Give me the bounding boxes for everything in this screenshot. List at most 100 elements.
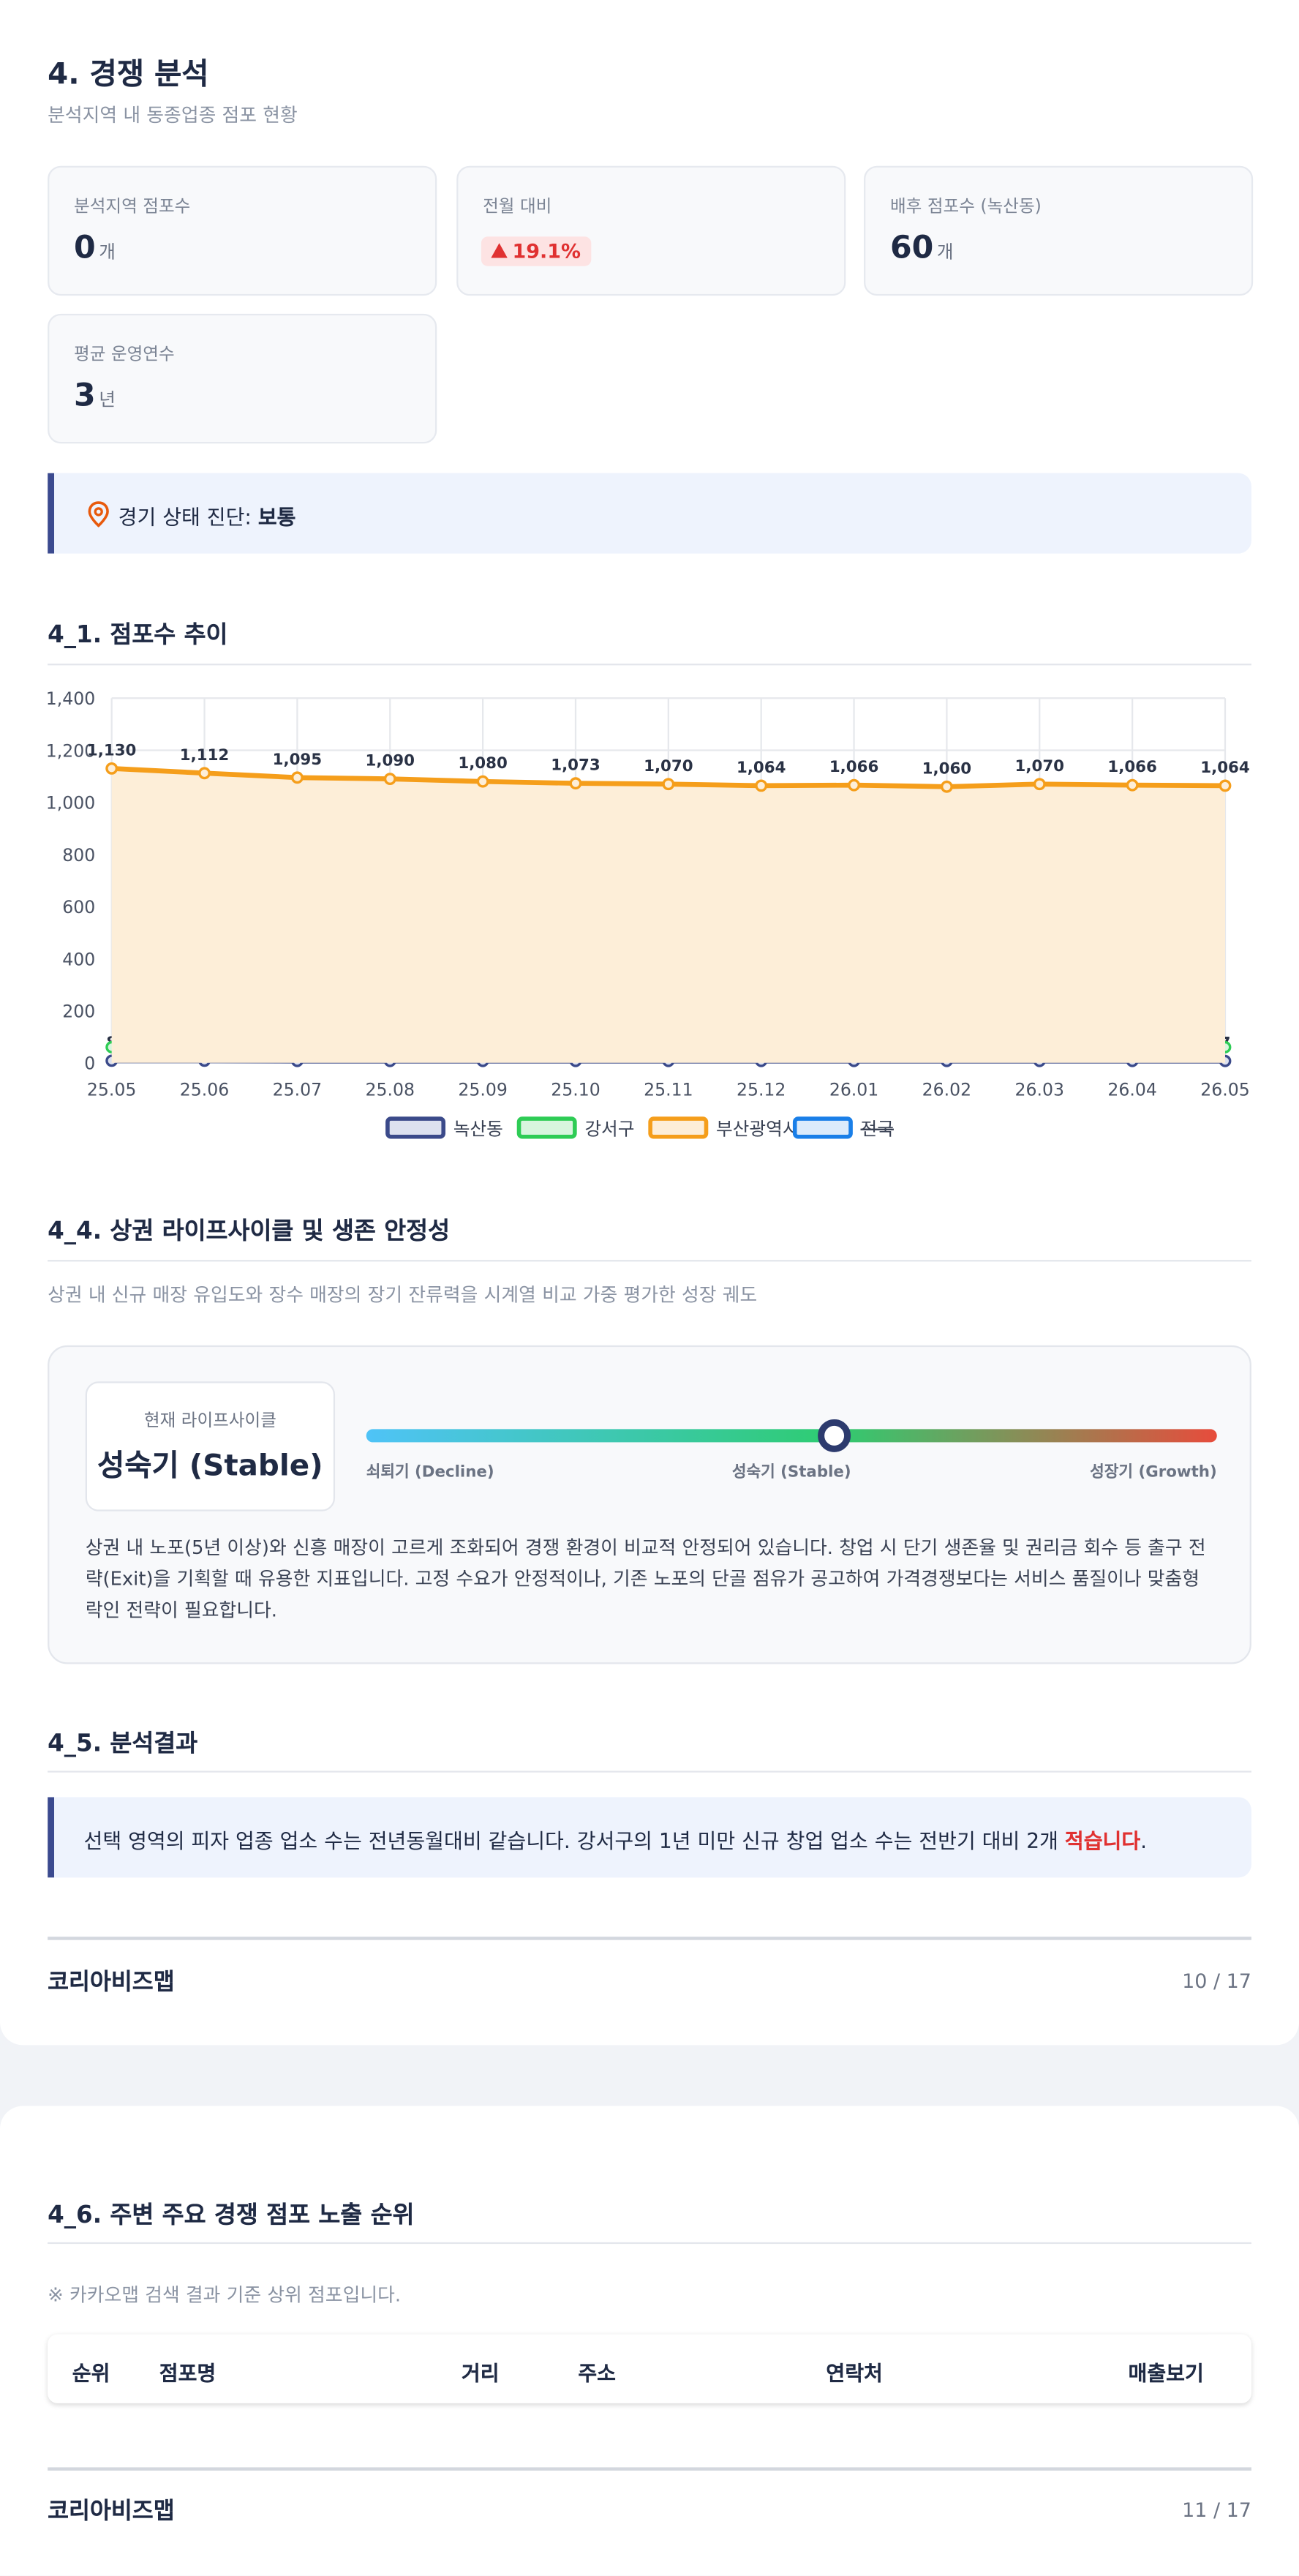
- footer-brand: 코리아비즈맵: [48, 2493, 175, 2526]
- x-tick-label: 25.12: [737, 1080, 786, 1100]
- x-tick-label: 25.08: [366, 1080, 415, 1100]
- data-label: 1,064: [1200, 759, 1249, 777]
- footer-page: 10 / 17: [1182, 1969, 1251, 1992]
- legend-item[interactable]: 녹산동: [388, 1119, 503, 1140]
- footer-rule: [48, 1937, 1251, 1939]
- data-label: 1,073: [551, 756, 600, 775]
- legend-swatch: [795, 1119, 851, 1137]
- legend-item[interactable]: 부산광역시: [650, 1119, 799, 1140]
- stat-card: 전월 대비 19.1%: [456, 166, 846, 296]
- data-label: 1,130: [87, 741, 136, 759]
- legend-item[interactable]: 강서구: [519, 1119, 635, 1140]
- text: .: [1140, 1828, 1147, 1853]
- y-tick-label: 1,000: [46, 793, 95, 814]
- card-label: 평균 운영연수: [74, 342, 175, 367]
- data-label: 1,112: [180, 746, 229, 765]
- lifecycle-marker: [818, 1419, 851, 1452]
- area: [112, 768, 1225, 1062]
- lifecycle-box: 현재 라이프사이클 성숙기 (Stable) 쇠퇴기 (Decline) 성숙기…: [48, 1345, 1251, 1664]
- x-tick-label: 25.10: [551, 1080, 600, 1100]
- change-badge: 19.1%: [481, 236, 591, 266]
- result-text: 선택 영역의 피자 업종 업소 수는 전년동월대비 같습니다. 강서구의 1년 …: [84, 1823, 1148, 1855]
- x-tick-label: 26.03: [1015, 1080, 1064, 1100]
- header-cell: 주소: [578, 2356, 616, 2387]
- result-box: 선택 영역의 피자 업종 업소 수는 전년동월대비 같습니다. 강서구의 1년 …: [48, 1797, 1251, 1877]
- emphasis: 적습니다: [1065, 1828, 1140, 1853]
- section-subtitle: 분석지역 내 동종업종 점포 현황: [48, 102, 298, 128]
- header-cell: 순위: [72, 2356, 110, 2387]
- y-tick-label: 400: [62, 949, 95, 969]
- unit: 개: [99, 241, 116, 263]
- table-header: 순위 점포명 거리 주소 연락처 매출보기: [48, 2335, 1251, 2403]
- x-tick-label: 25.09: [458, 1080, 507, 1100]
- divider: [48, 2242, 1251, 2244]
- value: 0: [74, 230, 96, 266]
- y-tick-label: 800: [62, 845, 95, 865]
- data-label: 1,090: [366, 752, 415, 770]
- pin-icon: [87, 501, 110, 527]
- footer-page: 11 / 17: [1182, 2498, 1251, 2521]
- point: [571, 778, 580, 788]
- legend-label: 녹산동: [453, 1119, 503, 1140]
- chart-heading: 4_1. 점포수 추이: [48, 616, 227, 650]
- card-label: 분석지역 점포수: [74, 194, 190, 219]
- data-label: 1,060: [922, 759, 971, 778]
- point: [1127, 780, 1137, 789]
- x-tick-label: 26.02: [922, 1080, 971, 1100]
- lifecycle-heading: 4_4. 상권 라이프사이클 및 생존 안정성: [48, 1212, 450, 1247]
- point: [385, 774, 395, 784]
- x-tick-label: 25.06: [180, 1080, 229, 1100]
- diagnosis-text: 경기 상태 진단: 보통: [118, 500, 296, 531]
- data-label: 1,064: [737, 759, 786, 777]
- badge-label: 현재 라이프사이클: [87, 1408, 334, 1432]
- point: [107, 764, 116, 773]
- sheet: 4_6. 주변 주요 경쟁 점포 노출 순위 ※ 카카오맵 검색 결과 기준 상…: [0, 2106, 1299, 2575]
- legend-label: 강서구: [584, 1119, 634, 1140]
- scale-label: 쇠퇴기 (Decline): [366, 1459, 494, 1482]
- x-tick-label: 25.07: [273, 1080, 322, 1100]
- point: [663, 779, 673, 789]
- point: [200, 768, 209, 778]
- lifecycle-bar: [366, 1429, 1217, 1442]
- ranking-heading: 4_6. 주변 주요 경쟁 점포 노출 순위: [48, 2196, 414, 2231]
- data-label: 1,070: [644, 757, 693, 776]
- lifecycle-badge: 현재 라이프사이클 성숙기 (Stable): [86, 1381, 335, 1511]
- x-tick-label: 26.01: [829, 1080, 878, 1100]
- footer-brand: 코리아비즈맵: [48, 1964, 175, 1997]
- value: 19.1%: [513, 240, 581, 263]
- result-heading: 4_5. 분석결과: [48, 1725, 197, 1760]
- legend-item[interactable]: 전국: [795, 1119, 894, 1140]
- y-tick-label: 600: [62, 897, 95, 917]
- divider: [48, 1770, 1251, 1772]
- data-label: 1,066: [829, 758, 878, 776]
- footer-rule: [48, 2467, 1251, 2470]
- diagnosis-box: 경기 상태 진단: 보통: [48, 473, 1251, 554]
- data-label: 1,095: [273, 751, 322, 769]
- divider: [48, 664, 1251, 665]
- y-tick-label: 0: [84, 1054, 95, 1074]
- point: [756, 781, 766, 790]
- point: [1220, 781, 1230, 790]
- scale-label: 성숙기 (Stable): [732, 1459, 851, 1482]
- diagnosis-value: 보통: [258, 504, 296, 529]
- lifecycle-text: 상권 내 노포(5년 이상)와 신흥 매장이 고르게 조화되어 경쟁 환경이 비…: [86, 1533, 1219, 1626]
- y-tick-label: 1,400: [46, 688, 95, 709]
- point: [849, 780, 859, 789]
- header-cell: 거리: [462, 2356, 500, 2387]
- ranking-note: ※ 카카오맵 검색 결과 기준 상위 점포입니다.: [48, 2282, 401, 2308]
- x-tick-label: 26.05: [1200, 1080, 1249, 1100]
- point: [478, 776, 487, 786]
- header-cell: 매출보기: [1129, 2356, 1204, 2387]
- value: 3: [74, 378, 96, 413]
- card-label: 배후 점포수 (녹산동): [890, 194, 1042, 219]
- text: 선택 영역의 피자 업종 업소 수는 전년동월대비 같습니다. 강서구의 1년 …: [84, 1828, 1065, 1853]
- lifecycle-description: 상권 내 신규 매장 유입도와 장수 매장의 장기 잔류력을 시계열 비교 가중…: [48, 1281, 757, 1307]
